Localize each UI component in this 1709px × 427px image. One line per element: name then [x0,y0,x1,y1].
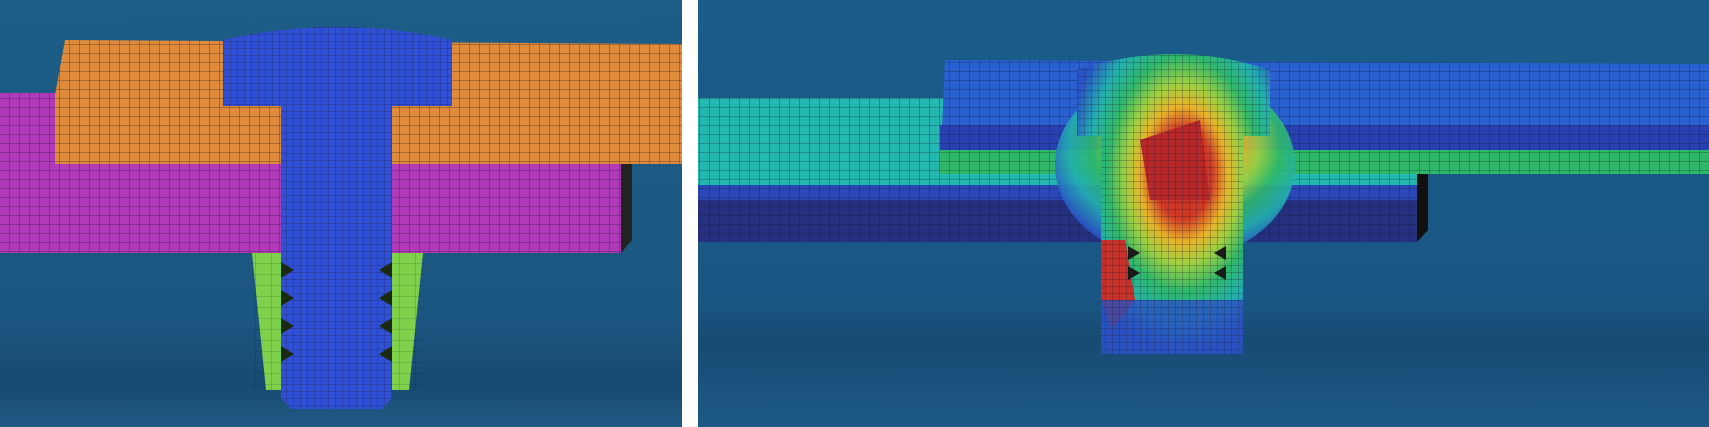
right-panel [698,0,1709,427]
bolt-mesh [223,27,452,409]
thread-teeth [1128,246,1226,280]
thread-teeth [281,262,392,362]
lower-plate-side [1417,174,1428,242]
bolt-mesh [1077,54,1270,354]
lower-plate-side [621,164,632,253]
left-panel [0,0,682,427]
upper-plate-mesh [940,60,1709,174]
